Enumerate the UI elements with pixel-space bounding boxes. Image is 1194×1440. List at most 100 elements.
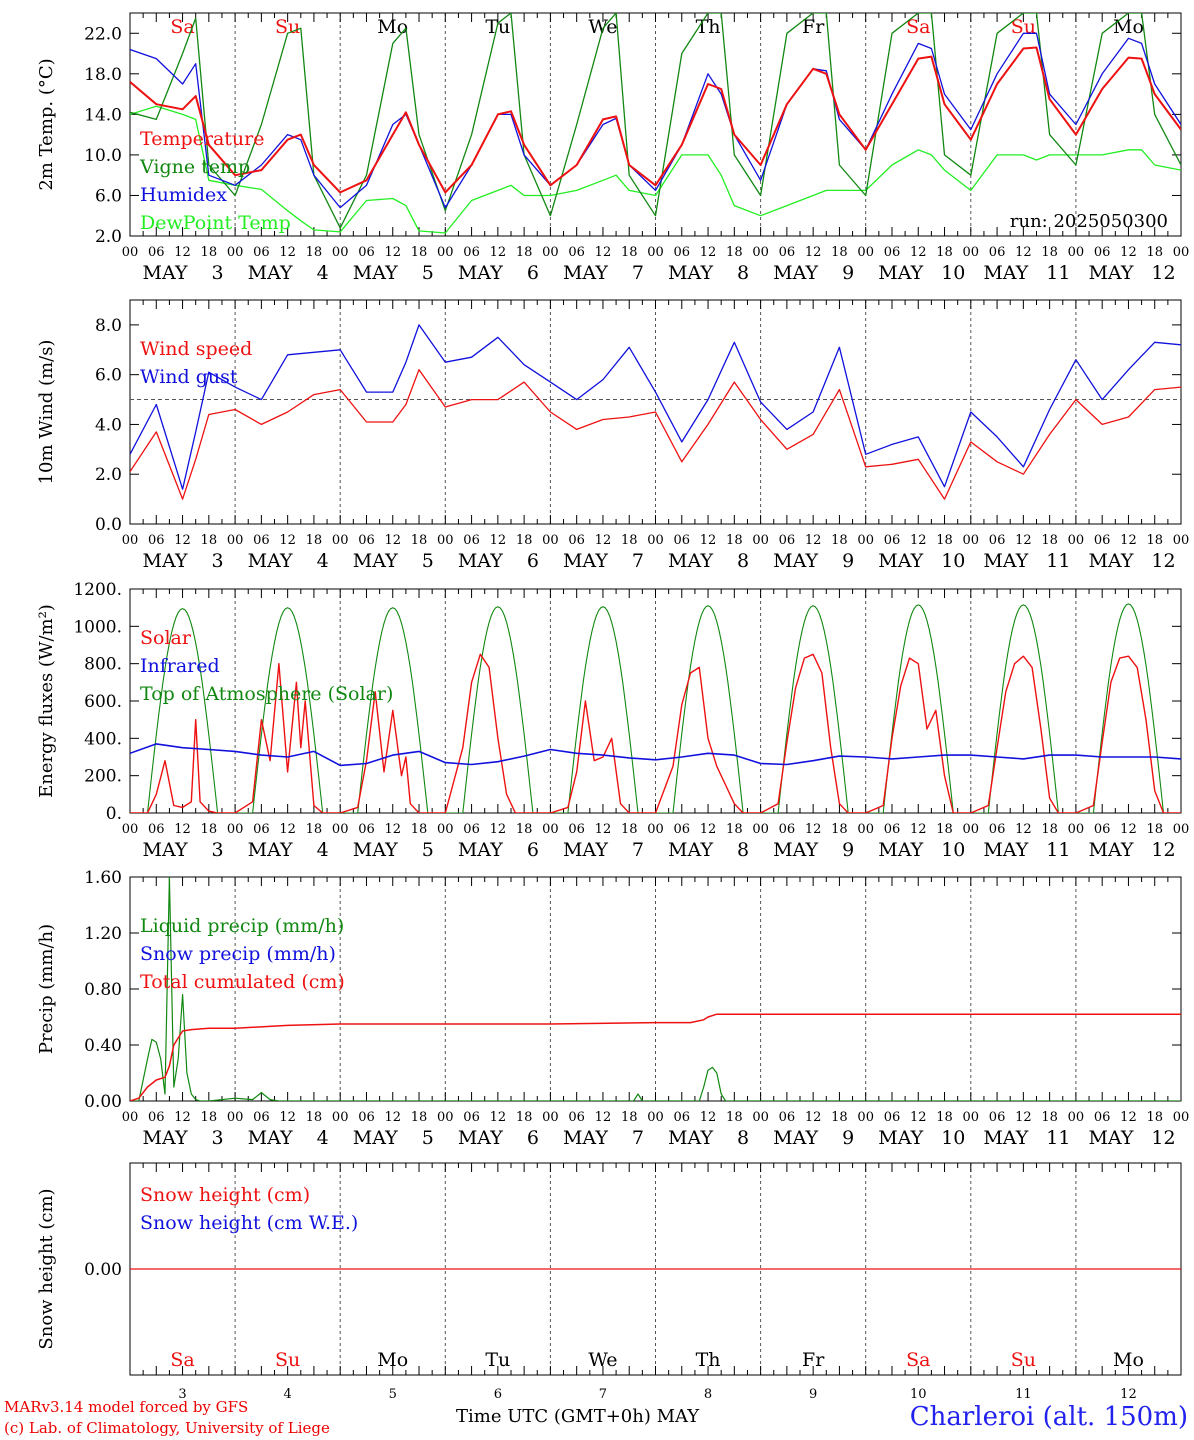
x-hour-label: 12: [279, 245, 296, 260]
x-hour-label: 12: [384, 245, 401, 260]
x-hour-label: 00: [542, 533, 559, 548]
x-day-number: 5: [422, 550, 434, 572]
x-month-label: MAY: [878, 550, 923, 572]
x-hour-label: 12: [595, 1110, 612, 1125]
x-hour-label: 06: [1094, 822, 1111, 837]
x-hour-label: 12: [910, 1110, 927, 1125]
weekday-label: We: [588, 1349, 617, 1371]
panel-series: [130, 324, 1181, 500]
x-hour-label: 00: [332, 245, 349, 260]
x-hour-label: 18: [621, 533, 638, 548]
x-hour-label: 06: [674, 245, 691, 260]
x-hour-label: 06: [779, 822, 796, 837]
x-hour-label: 18: [1041, 533, 1058, 548]
x-hour-label: 06: [674, 822, 691, 837]
x-month-label: MAY: [248, 262, 293, 284]
x-hour-label: 06: [1094, 245, 1111, 260]
series-solar: [130, 653, 1181, 813]
x-hour-label: 12: [490, 1110, 507, 1125]
x-month-label: MAY: [983, 839, 1028, 861]
x-hour-label: 06: [253, 822, 270, 837]
x-hour-label: 06: [253, 245, 270, 260]
x-hour-label: 00: [963, 1110, 980, 1125]
y-axis-label: Precip (mm/h): [36, 924, 57, 1054]
x-month-label: MAY: [1088, 550, 1133, 572]
x-hour-label: 00: [122, 1110, 139, 1125]
x-hour-label: 06: [148, 245, 165, 260]
x-hour-label: 06: [463, 1110, 480, 1125]
x-hour-label: 18: [306, 1110, 323, 1125]
x-hour-label: 18: [201, 1110, 218, 1125]
x-hour-label: 06: [884, 1110, 901, 1125]
x-month-label: MAY: [353, 550, 398, 572]
x-month-label: MAY: [353, 1127, 398, 1149]
x-hour-label: 06: [463, 822, 480, 837]
x-hour-label: 18: [411, 533, 428, 548]
legend-wind-gust: Wind gust: [140, 366, 238, 388]
x-hour-label: 00: [122, 822, 139, 837]
y-tick-label: 600.: [84, 692, 122, 712]
weekday-label: Mo: [1113, 16, 1144, 38]
x-hour-label: 00: [332, 1110, 349, 1125]
x-hour-label: 12: [805, 245, 822, 260]
x-hour-label: 12: [279, 822, 296, 837]
legend-dewpoint-temp: DewPoint Temp: [140, 212, 291, 234]
x-hour-label: 00: [1068, 533, 1085, 548]
series-vigne-temp: [130, 13, 1181, 229]
x-hour-label: 06: [674, 1110, 691, 1125]
x-day-number: 8: [704, 1387, 712, 1402]
weekday-label: Sa: [170, 1349, 194, 1371]
x-hour-label: 18: [1041, 245, 1058, 260]
x-day-number: 3: [178, 1387, 186, 1402]
x-hour-label: 12: [174, 533, 191, 548]
weekday-label: Th: [696, 1349, 721, 1371]
weekday-label: Fr: [802, 1349, 825, 1371]
legend-wind-speed: Wind speed: [140, 338, 252, 360]
panel-5: 0.00 Snow height (cm) Sa 3 Su 4 Mo 5 Tu 6 We 7 Th 8 Fr…: [36, 1162, 1182, 1402]
x-hour-label: 12: [1120, 1110, 1137, 1125]
weekday-label: Mo: [377, 1349, 408, 1371]
x-hour-label: 06: [358, 1110, 375, 1125]
x-hour-label: 18: [936, 533, 953, 548]
x-hour-label: 18: [936, 1110, 953, 1125]
x-day-number: 6: [527, 839, 539, 861]
x-hour-label: 00: [647, 533, 664, 548]
x-day-number: 3: [212, 262, 224, 284]
series-wind-speed: [130, 369, 1181, 500]
weekday-label: Mo: [1113, 1349, 1144, 1371]
x-hour-label: 12: [595, 533, 612, 548]
x-day-number: 8: [737, 1127, 749, 1149]
x-hour-label: 06: [884, 822, 901, 837]
y-tick-label: 4.0: [95, 415, 122, 435]
x-hour-label: 18: [831, 822, 848, 837]
weekday-label: Fr: [802, 16, 825, 38]
x-month-label: MAY: [353, 839, 398, 861]
x-day-number: 9: [842, 839, 854, 861]
x-day-number: 7: [632, 550, 644, 572]
x-hour-label: 18: [1146, 1110, 1163, 1125]
x-month-label: MAY: [563, 550, 608, 572]
run-annotation: run: 2025050300: [1010, 211, 1168, 232]
x-hour-label: 06: [674, 533, 691, 548]
legend-snow-height-cm-: Snow height (cm): [140, 1184, 310, 1206]
series-temperature: [130, 46, 1181, 194]
x-hour-label: 18: [306, 245, 323, 260]
x-hour-label: 06: [568, 1110, 585, 1125]
x-hour-label: 18: [1146, 822, 1163, 837]
weekday-label: Sa: [906, 16, 930, 38]
y-axis-label: 10m Wind (m/s): [36, 340, 57, 485]
x-month-label: MAY: [773, 550, 818, 572]
x-day-number: 8: [737, 839, 749, 861]
x-hour-label: 06: [148, 533, 165, 548]
x-day-number: 9: [842, 1127, 854, 1149]
x-hour-label: 06: [779, 1110, 796, 1125]
weekday-label: Tu: [485, 1349, 510, 1371]
x-day-number: 3: [212, 550, 224, 572]
x-day-number: 6: [527, 1127, 539, 1149]
x-hour-label: 00: [752, 533, 769, 548]
x-hour-label: 06: [358, 822, 375, 837]
x-hour-label: 00: [1068, 245, 1085, 260]
x-month-label: MAY: [668, 262, 713, 284]
x-day-number: 7: [599, 1387, 607, 1402]
